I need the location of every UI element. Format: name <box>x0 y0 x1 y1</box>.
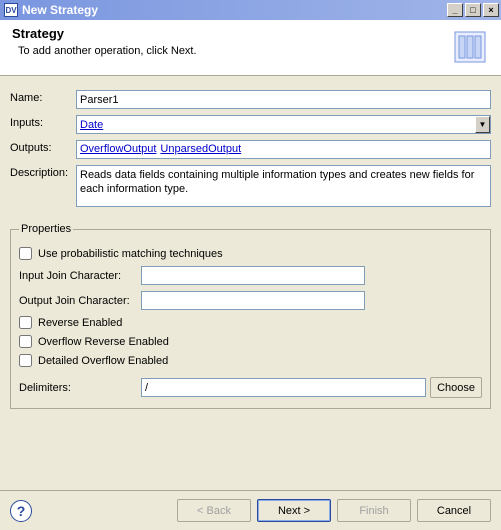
titlebar: DV New Strategy _ □ × <box>0 0 501 20</box>
outputs-box: OverflowOutput UnparsedOutput <box>76 140 491 159</box>
finish-button: Finish <box>337 499 411 522</box>
output-link-unparsed[interactable]: UnparsedOutput <box>160 143 241 156</box>
window-title: New Strategy <box>22 3 445 17</box>
output-link-overflow[interactable]: OverflowOutput <box>80 143 156 156</box>
cancel-button[interactable]: Cancel <box>417 499 491 522</box>
strategy-icon <box>449 26 491 68</box>
overflow-reverse-label: Overflow Reverse Enabled <box>38 336 169 348</box>
delimiters-input[interactable] <box>141 378 426 397</box>
minimize-button[interactable]: _ <box>447 3 463 17</box>
properties-legend: Properties <box>19 223 73 235</box>
inputs-selected-value: Date <box>80 119 475 131</box>
help-button[interactable]: ? <box>10 500 32 522</box>
choose-button[interactable]: Choose <box>430 377 482 398</box>
next-button[interactable]: Next > <box>257 499 331 522</box>
probabilistic-checkbox[interactable] <box>19 247 32 260</box>
wizard-footer: ? < Back Next > Finish Cancel <box>0 490 501 530</box>
inputs-label: Inputs: <box>10 115 76 129</box>
output-join-input[interactable] <box>141 291 365 310</box>
back-button: < Back <box>177 499 251 522</box>
outputs-label: Outputs: <box>10 140 76 154</box>
description-label: Description: <box>10 165 76 179</box>
detailed-overflow-checkbox[interactable] <box>19 354 32 367</box>
app-icon: DV <box>4 3 18 17</box>
maximize-button[interactable]: □ <box>465 3 481 17</box>
name-label: Name: <box>10 90 76 104</box>
properties-group: Properties Use probabilistic matching te… <box>10 223 491 409</box>
name-input[interactable] <box>76 90 491 109</box>
input-join-label: Input Join Character: <box>19 270 141 282</box>
description-input[interactable]: Reads data fields containing multiple in… <box>76 165 491 207</box>
page-subtitle: To add another operation, click Next. <box>18 45 491 57</box>
chevron-down-icon[interactable]: ▼ <box>475 116 490 133</box>
wizard-header: Strategy To add another operation, click… <box>0 20 501 76</box>
inputs-select[interactable]: Date ▼ <box>76 115 491 134</box>
delimiters-label: Delimiters: <box>19 382 141 394</box>
page-title: Strategy <box>12 26 491 41</box>
close-button[interactable]: × <box>483 3 499 17</box>
overflow-reverse-checkbox[interactable] <box>19 335 32 348</box>
window-buttons: _ □ × <box>445 3 499 17</box>
detailed-overflow-label: Detailed Overflow Enabled <box>38 355 168 367</box>
reverse-label: Reverse Enabled <box>38 317 122 329</box>
output-join-label: Output Join Character: <box>19 295 141 307</box>
form-area: Name: Inputs: Date ▼ Outputs: OverflowOu… <box>0 76 501 219</box>
input-join-input[interactable] <box>141 266 365 285</box>
probabilistic-label: Use probabilistic matching techniques <box>38 248 223 260</box>
reverse-checkbox[interactable] <box>19 316 32 329</box>
